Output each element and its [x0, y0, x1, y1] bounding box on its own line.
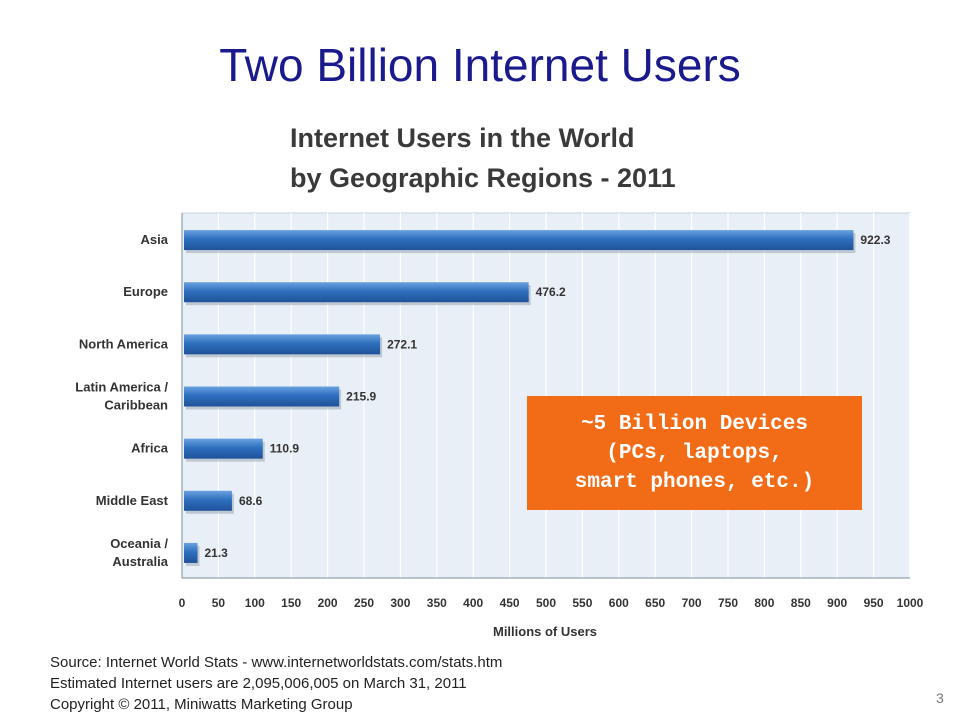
source-line: Copyright © 2011, Miniwatts Marketing Gr… [50, 696, 353, 713]
source-note: Source: Internet World Stats - www.inter… [50, 652, 502, 715]
chart-subtitle: by Geographic Regions - 2011 [290, 163, 676, 193]
x-tick-label: 500 [536, 596, 556, 610]
source-line: Source: Internet World Stats - www.inter… [50, 654, 503, 671]
category-label: Latin America / [75, 380, 168, 395]
x-tick-label: 700 [682, 596, 702, 610]
x-tick-label: 600 [609, 596, 629, 610]
devices-callout: ~5 Billion Devices (PCs, laptops, smart … [527, 396, 862, 510]
x-tick-label: 550 [572, 596, 592, 610]
chart-heading: Internet Users in the World by Geographi… [290, 118, 710, 198]
x-tick-label: 250 [354, 596, 374, 610]
slide-title: Two Billion Internet Users [219, 39, 741, 91]
bar-value-label: 272.1 [387, 337, 417, 351]
category-label: Caribbean [104, 398, 168, 413]
x-tick-label: 850 [791, 596, 811, 610]
category-label: Asia [141, 232, 169, 247]
x-tick-label: 0 [179, 596, 186, 610]
bar-value-label: 110.9 [270, 442, 300, 456]
category-label: Australia [112, 554, 168, 569]
x-axis-label: Millions of Users [493, 624, 597, 639]
x-tick-label: 350 [427, 596, 447, 610]
x-tick-label: 750 [718, 596, 738, 610]
x-tick-label: 450 [500, 596, 520, 610]
bar [184, 282, 529, 303]
chart-title: Internet Users in the World [290, 123, 635, 153]
x-tick-label: 300 [390, 596, 410, 610]
category-label: Europe [123, 284, 168, 299]
bar-value-label: 476.2 [536, 285, 566, 299]
bar-value-label: 21.3 [205, 546, 229, 560]
x-tick-label: 950 [864, 596, 884, 610]
bar [184, 438, 263, 459]
page-number: 3 [936, 690, 944, 706]
category-label: Oceania / [110, 536, 168, 551]
x-tick-label: 800 [754, 596, 774, 610]
source-line: Estimated Internet users are 2,095,006,0… [50, 675, 467, 692]
bar [184, 490, 232, 511]
bar [184, 542, 198, 563]
callout-line: smart phones, etc.) [574, 470, 815, 494]
x-tick-label: 150 [281, 596, 301, 610]
callout-line: (PCs, laptops, [606, 441, 783, 465]
x-tick-label: 200 [318, 596, 338, 610]
x-tick-label: 1000 [897, 596, 924, 610]
category-label: Africa [131, 441, 169, 456]
bar-value-label: 922.3 [860, 233, 890, 247]
x-tick-label: 100 [245, 596, 265, 610]
bar-value-label: 215.9 [346, 390, 376, 404]
callout-line: ~5 Billion Devices [581, 412, 808, 436]
bar-value-label: 68.6 [239, 494, 263, 508]
x-tick-label: 400 [463, 596, 483, 610]
x-tick-label: 50 [212, 596, 226, 610]
category-label: Middle East [96, 493, 169, 508]
x-tick-label: 650 [645, 596, 665, 610]
bar [184, 386, 340, 407]
x-tick-label: 900 [827, 596, 847, 610]
category-label: North America [79, 336, 169, 351]
bar [184, 334, 381, 355]
bar [184, 230, 854, 251]
